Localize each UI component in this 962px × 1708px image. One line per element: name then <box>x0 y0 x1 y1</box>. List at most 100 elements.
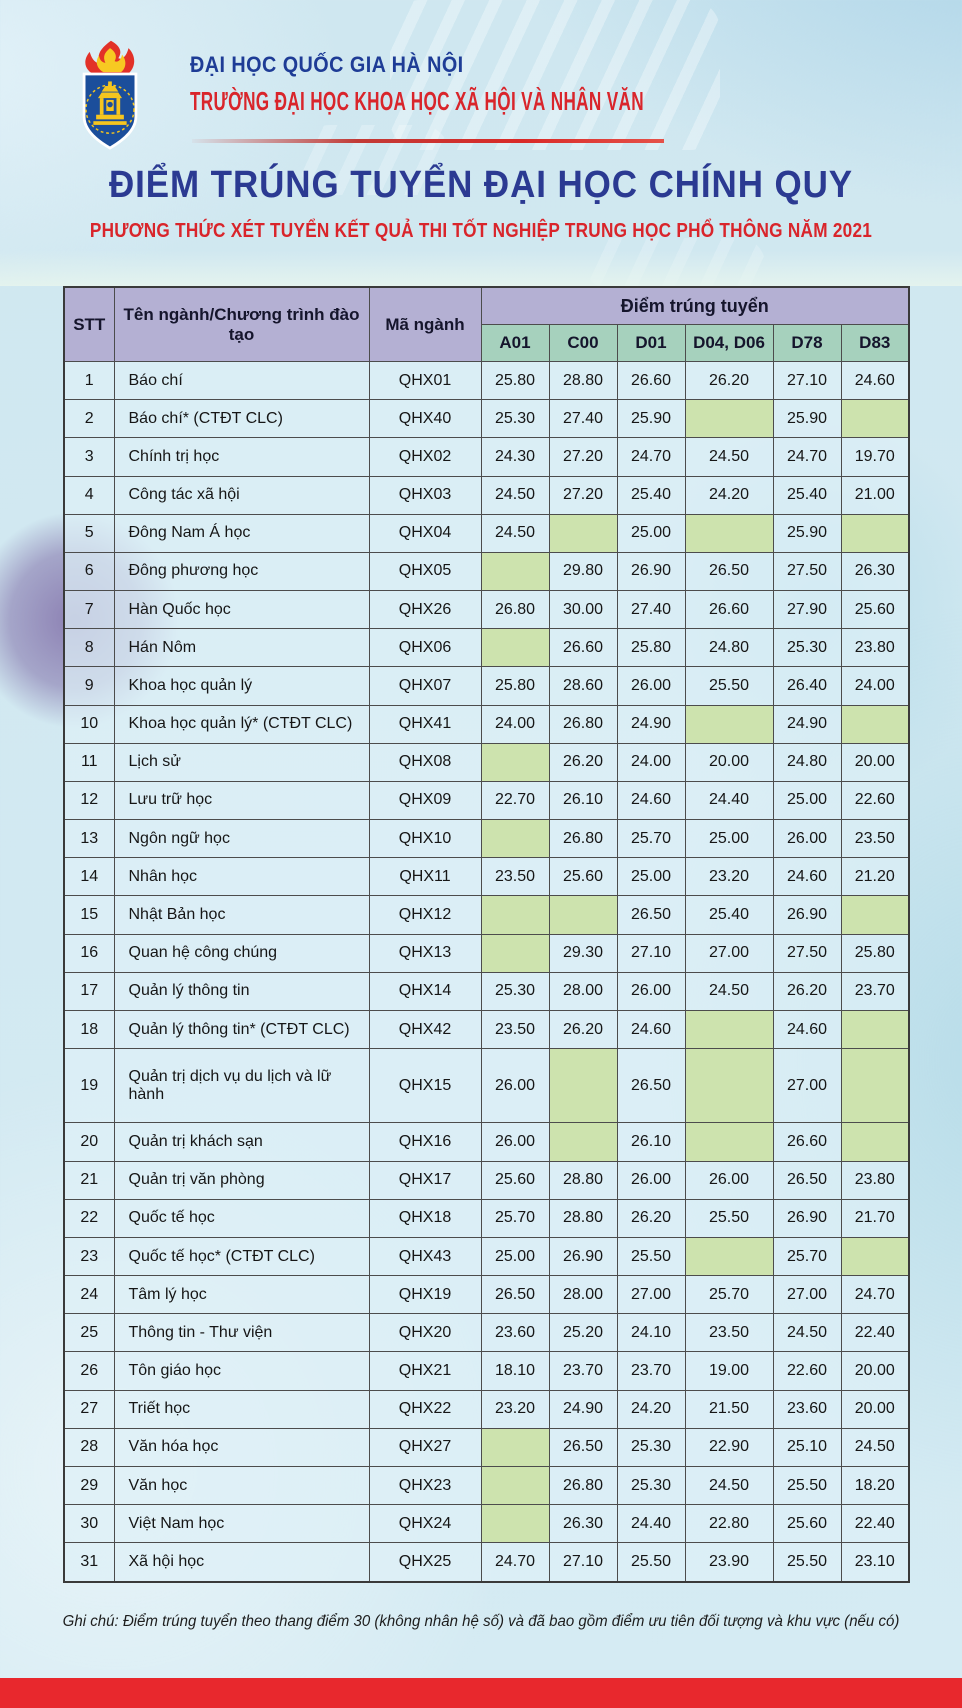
table-row: 20 Quản trị khách sạn QHX16 26.00 26.10 26.60 <box>63 1122 910 1162</box>
score-cell-a01 <box>480 895 550 935</box>
score-cell-d04-d06: 22.80 <box>684 1504 774 1544</box>
major-name-cell: Khoa học quản lý <box>113 666 370 706</box>
score-cell-c00: 23.70 <box>548 1351 618 1391</box>
score-cell-d04-d06: 24.50 <box>684 971 774 1011</box>
major-name-cell: Nhân học <box>113 857 370 897</box>
score-cell-d04-d06 <box>684 1009 774 1050</box>
score-cell-c00: 28.80 <box>548 360 618 401</box>
major-code-cell: QHX10 <box>368 819 482 859</box>
row-number-cell: 31 <box>63 1542 115 1583</box>
score-cell-d04-d06: 24.50 <box>684 1465 774 1506</box>
score-cell-d04-d06: 24.80 <box>684 628 774 668</box>
major-code-cell: QHX05 <box>368 551 482 592</box>
score-cell-d01: 25.50 <box>616 1542 686 1583</box>
row-number-cell: 22 <box>63 1198 115 1238</box>
score-cell-d04-d06: 19.00 <box>684 1351 774 1391</box>
major-name-cell: Triết học <box>113 1389 370 1429</box>
score-cell-a01: 24.50 <box>480 513 550 553</box>
major-name-cell: Công tác xã hội <box>113 475 370 515</box>
table-row: 9 Khoa học quản lý QHX07 25.80 28.60 26.00 25.… <box>63 666 910 706</box>
major-name-cell: Quốc tế học <box>113 1198 370 1238</box>
score-cell-c00: 26.10 <box>548 780 618 821</box>
score-cell-d01: 25.50 <box>616 1236 686 1277</box>
score-cell-a01 <box>480 551 550 592</box>
col-header-major-name: Tên ngành/Chương trình đào tạo <box>113 286 370 362</box>
major-name-cell: Báo chí <box>113 360 370 401</box>
major-name-cell: Quốc tế học* (CTĐT CLC) <box>113 1236 370 1277</box>
score-cell-d83: 22.40 <box>840 1313 910 1353</box>
score-cell-c00: 27.20 <box>548 475 618 515</box>
score-cell-d83: 23.70 <box>840 971 910 1011</box>
score-cell-d04-d06 <box>684 1236 774 1277</box>
row-number-cell: 25 <box>63 1313 115 1353</box>
score-cell-d04-d06 <box>684 1048 774 1124</box>
table-row: 29 Văn học QHX23 26.80 25.30 24.50 25.50 18.20 <box>63 1465 910 1506</box>
score-cell-d01: 26.10 <box>616 1122 686 1162</box>
score-cell-d01: 26.20 <box>616 1198 686 1238</box>
table-row: 1 Báo chí QHX01 25.80 28.80 26.60 26.20 27.10 24… <box>63 360 910 401</box>
score-cell-c00: 26.30 <box>548 1504 618 1544</box>
score-cell-c00: 26.90 <box>548 1236 618 1277</box>
major-code-cell: QHX20 <box>368 1313 482 1353</box>
col-header-c00: C00 <box>548 324 618 362</box>
score-cell-d01: 24.00 <box>616 742 686 782</box>
score-cell-d04-d06: 25.70 <box>684 1275 774 1315</box>
table-row: 18 Quản lý thông tin* (CTĐT CLC) QHX42 23.5… <box>63 1009 910 1050</box>
table-row: 13 Ngôn ngữ học QHX10 26.80 25.70 25.00 26.00 2… <box>63 819 910 859</box>
table-header-row: STT Tên ngành/Chương trình đào tạo Mã ng… <box>63 286 910 362</box>
score-cell-c00: 30.00 <box>548 590 618 630</box>
score-cell-d01: 26.00 <box>616 1160 686 1200</box>
table-row: 3 Chính trị học QHX02 24.30 27.20 24.70 24.50 2… <box>63 437 910 477</box>
row-number-cell: 19 <box>63 1048 115 1124</box>
score-cell-a01: 23.20 <box>480 1389 550 1429</box>
score-cell-d83: 25.80 <box>840 933 910 973</box>
score-cell-d01: 26.00 <box>616 971 686 1011</box>
row-number-cell: 17 <box>63 971 115 1011</box>
major-code-cell: QHX23 <box>368 1465 482 1506</box>
score-cell-d04-d06: 23.50 <box>684 1313 774 1353</box>
row-number-cell: 26 <box>63 1351 115 1391</box>
score-cell-d01: 25.90 <box>616 399 686 439</box>
bottom-red-bar <box>0 1678 962 1708</box>
major-code-cell: QHX40 <box>368 399 482 439</box>
major-code-cell: QHX09 <box>368 780 482 821</box>
row-number-cell: 5 <box>63 513 115 553</box>
score-cell-d01: 25.80 <box>616 628 686 668</box>
score-cell-d01: 25.00 <box>616 513 686 553</box>
score-cell-a01: 24.70 <box>480 1542 550 1583</box>
score-cell-c00: 25.20 <box>548 1313 618 1353</box>
score-cell-d83 <box>840 1122 910 1162</box>
major-code-cell: QHX25 <box>368 1542 482 1583</box>
row-number-cell: 29 <box>63 1465 115 1506</box>
score-cell-a01 <box>480 742 550 782</box>
row-number-cell: 20 <box>63 1122 115 1162</box>
major-name-cell: Quản trị khách sạn <box>113 1122 370 1162</box>
row-number-cell: 16 <box>63 933 115 973</box>
major-code-cell: QHX15 <box>368 1048 482 1124</box>
table-row: 5 Đông Nam Á học QHX04 24.50 25.00 25.90 <box>63 513 910 553</box>
score-cell-d83: 20.00 <box>840 1351 910 1391</box>
score-cell-a01: 22.70 <box>480 780 550 821</box>
table-row: 28 Văn hóa học QHX27 26.50 25.30 22.90 25.10 24… <box>63 1427 910 1467</box>
score-cell-d78: 25.10 <box>772 1427 842 1467</box>
score-cell-d04-d06 <box>684 399 774 439</box>
score-cell-c00: 24.90 <box>548 1389 618 1429</box>
score-cell-d01: 24.10 <box>616 1313 686 1353</box>
score-cell-d78: 25.70 <box>772 1236 842 1277</box>
score-cell-d78: 25.60 <box>772 1504 842 1544</box>
score-cell-a01: 26.80 <box>480 590 550 630</box>
col-header-d01: D01 <box>616 324 686 362</box>
major-name-cell: Hán Nôm <box>113 628 370 668</box>
score-cell-d78: 26.60 <box>772 1122 842 1162</box>
row-number-cell: 30 <box>63 1504 115 1544</box>
row-number-cell: 10 <box>63 704 115 744</box>
score-cell-c00: 25.60 <box>548 857 618 897</box>
score-cell-d83: 24.60 <box>840 360 910 401</box>
major-name-cell: Đông phương học <box>113 551 370 592</box>
major-code-cell: QHX19 <box>368 1275 482 1315</box>
score-cell-d01: 26.60 <box>616 360 686 401</box>
table-row: 11 Lịch sử QHX08 26.20 24.00 20.00 24.80 20.00 <box>63 742 910 782</box>
table-row: 10 Khoa học quản lý* (CTĐT CLC) QHX41 24.00… <box>63 704 910 744</box>
score-cell-a01: 25.30 <box>480 971 550 1011</box>
score-cell-d01: 25.00 <box>616 857 686 897</box>
